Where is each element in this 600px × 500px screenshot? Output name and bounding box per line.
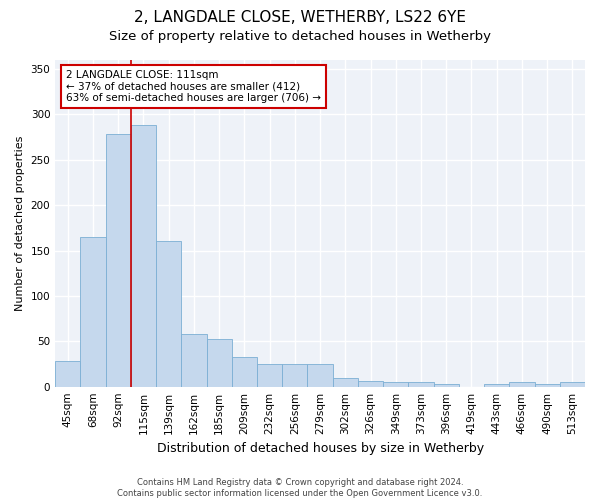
Bar	[484, 384, 509, 386]
Text: Contains HM Land Registry data © Crown copyright and database right 2024.
Contai: Contains HM Land Registry data © Crown c…	[118, 478, 482, 498]
Bar	[257, 364, 282, 386]
Bar	[509, 382, 535, 386]
Bar	[383, 382, 409, 386]
Bar	[156, 242, 181, 386]
Text: 2, LANGDALE CLOSE, WETHERBY, LS22 6YE: 2, LANGDALE CLOSE, WETHERBY, LS22 6YE	[134, 10, 466, 25]
Bar	[307, 364, 332, 386]
Text: 2 LANGDALE CLOSE: 111sqm
← 37% of detached houses are smaller (412)
63% of semi-: 2 LANGDALE CLOSE: 111sqm ← 37% of detach…	[66, 70, 321, 103]
Bar	[332, 378, 358, 386]
Bar	[358, 381, 383, 386]
Bar	[232, 356, 257, 386]
Bar	[206, 340, 232, 386]
Y-axis label: Number of detached properties: Number of detached properties	[15, 136, 25, 311]
Text: Size of property relative to detached houses in Wetherby: Size of property relative to detached ho…	[109, 30, 491, 43]
Bar	[560, 382, 585, 386]
Bar	[409, 382, 434, 386]
Bar	[106, 134, 131, 386]
X-axis label: Distribution of detached houses by size in Wetherby: Distribution of detached houses by size …	[157, 442, 484, 455]
Bar	[282, 364, 307, 386]
Bar	[535, 384, 560, 386]
Bar	[80, 237, 106, 386]
Bar	[181, 334, 206, 386]
Bar	[434, 384, 459, 386]
Bar	[55, 362, 80, 386]
Bar	[131, 126, 156, 386]
